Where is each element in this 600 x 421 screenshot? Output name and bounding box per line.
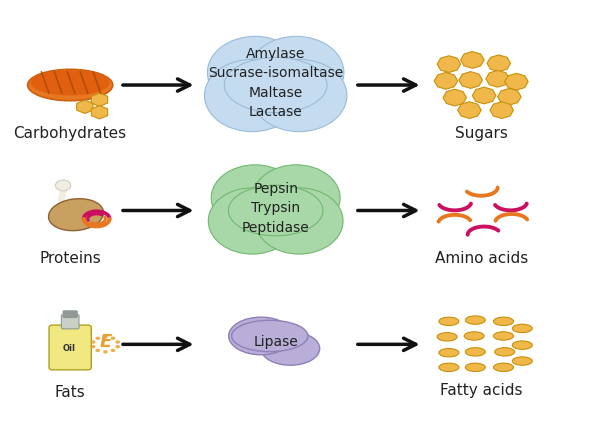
Ellipse shape: [439, 363, 459, 371]
Text: Lipase: Lipase: [253, 335, 298, 349]
Circle shape: [95, 349, 100, 352]
Ellipse shape: [512, 357, 532, 365]
Ellipse shape: [229, 185, 323, 236]
Text: Proteins: Proteins: [39, 251, 101, 266]
Ellipse shape: [224, 57, 327, 113]
Ellipse shape: [251, 59, 347, 132]
Circle shape: [103, 350, 108, 354]
Circle shape: [115, 340, 120, 344]
Ellipse shape: [494, 363, 514, 371]
Ellipse shape: [211, 165, 299, 231]
Text: Fatty acids: Fatty acids: [440, 383, 523, 398]
Text: Oil: Oil: [62, 344, 76, 353]
Ellipse shape: [512, 324, 532, 333]
FancyBboxPatch shape: [61, 314, 79, 329]
Ellipse shape: [28, 69, 113, 101]
Ellipse shape: [494, 332, 514, 340]
Ellipse shape: [466, 316, 485, 324]
Circle shape: [91, 345, 95, 348]
Circle shape: [110, 336, 115, 340]
Text: Pepsin
Trypsin
Peptidase: Pepsin Trypsin Peptidase: [242, 182, 310, 235]
Circle shape: [91, 340, 95, 344]
Ellipse shape: [437, 333, 457, 341]
Ellipse shape: [439, 349, 459, 357]
Text: Sugars: Sugars: [455, 125, 508, 141]
Ellipse shape: [466, 363, 485, 371]
Text: E: E: [99, 333, 112, 351]
Ellipse shape: [253, 165, 340, 231]
Circle shape: [95, 336, 100, 340]
Circle shape: [55, 180, 71, 191]
Ellipse shape: [229, 317, 293, 355]
Ellipse shape: [494, 317, 514, 325]
Ellipse shape: [261, 332, 320, 365]
Ellipse shape: [255, 188, 343, 254]
Ellipse shape: [248, 36, 344, 109]
Circle shape: [115, 345, 120, 348]
Text: Fats: Fats: [55, 385, 86, 400]
Ellipse shape: [464, 332, 484, 340]
FancyBboxPatch shape: [63, 311, 77, 317]
Ellipse shape: [512, 341, 532, 349]
Circle shape: [110, 349, 115, 352]
Ellipse shape: [494, 348, 515, 356]
Ellipse shape: [31, 70, 110, 96]
Ellipse shape: [466, 348, 485, 356]
Ellipse shape: [208, 36, 303, 109]
Ellipse shape: [232, 320, 308, 352]
Text: Amylase
Sucrase-isomaltase
Maltase
Lactase: Amylase Sucrase-isomaltase Maltase Lacta…: [208, 47, 343, 119]
FancyBboxPatch shape: [49, 325, 91, 370]
Circle shape: [103, 335, 108, 338]
Text: Amino acids: Amino acids: [434, 251, 528, 266]
Ellipse shape: [439, 317, 459, 325]
Ellipse shape: [49, 199, 104, 231]
Text: Carbohydrates: Carbohydrates: [14, 125, 127, 141]
Ellipse shape: [208, 188, 296, 254]
Ellipse shape: [205, 59, 300, 132]
